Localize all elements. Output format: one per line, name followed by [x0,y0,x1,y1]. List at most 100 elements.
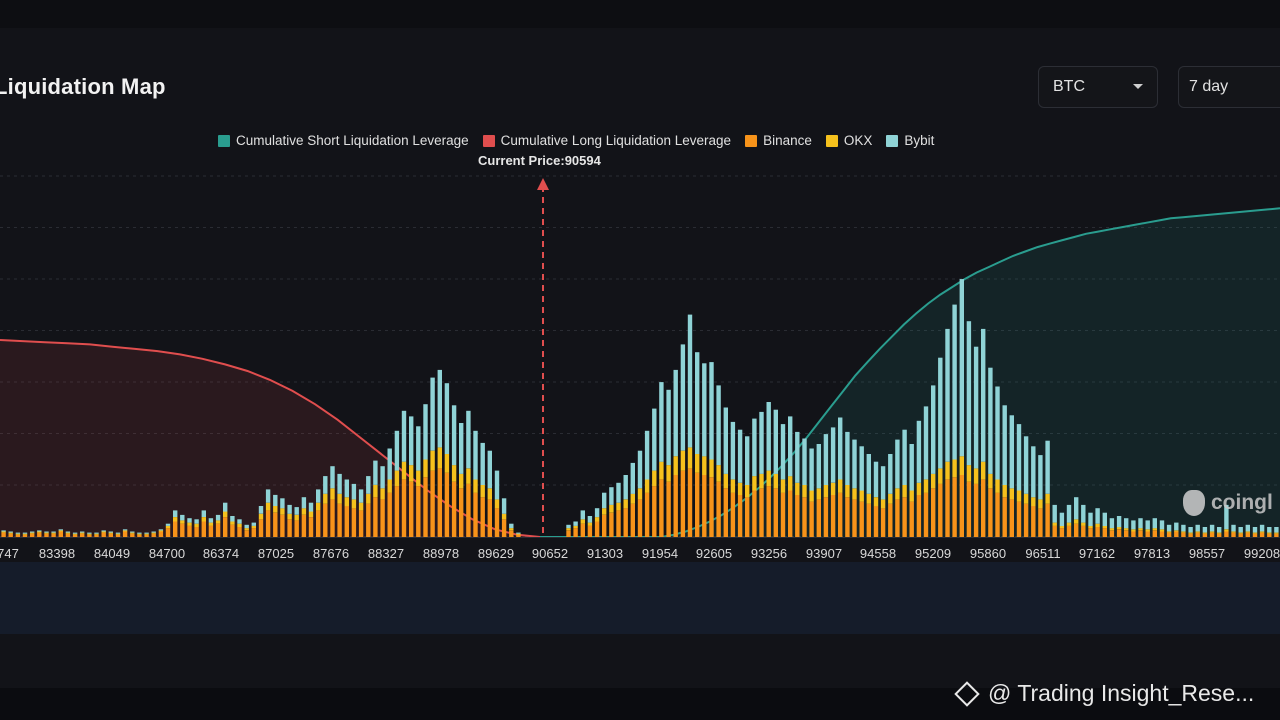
bar-bybit [823,434,829,485]
bar-bybit [215,514,221,521]
x-tick-label: 84049 [94,546,130,561]
bar-bybit [1131,520,1136,530]
bar-okx [1159,529,1165,532]
bar-bybit [1145,520,1150,530]
bar-bybit [1102,512,1107,526]
bar-okx [1152,528,1157,531]
bar-binance [737,494,743,537]
bar-bybit [902,429,907,485]
bar-binance [466,483,471,537]
chevron-down-icon [1133,84,1143,89]
bar-bybit [80,531,85,533]
bar-bybit [809,448,814,491]
bar-binance [931,488,936,537]
bar-binance [580,523,585,537]
bar-okx [1052,522,1057,526]
bar-binance [1052,525,1057,537]
bar-binance [1059,528,1065,537]
legend-item-short[interactable]: Cumulative Short Liquidation Leverage [218,133,469,148]
bar-binance [101,532,106,537]
bar-bybit [673,369,678,457]
bar-okx [80,532,85,534]
bar-bybit [194,519,199,524]
bar-bybit [594,508,600,518]
bar-okx [716,465,721,482]
bar-okx [873,497,879,507]
x-tick-label: 95209 [915,546,951,561]
bar-okx [437,447,442,469]
bar-binance [480,497,485,537]
bar-bybit [1267,527,1272,533]
bar-okx [130,532,135,534]
bar-bybit [587,516,593,523]
bar-okx [151,532,156,534]
bar-okx [215,520,221,524]
bar-bybit [1095,508,1100,524]
bar-okx [30,532,35,534]
bar-binance [1267,533,1272,537]
bar-okx [1224,529,1229,532]
bar-okx [916,482,922,495]
bar-bybit [273,494,278,506]
bar-okx [652,470,657,487]
legend-item-binance[interactable]: Binance [745,133,812,148]
bar-bybit [387,448,392,480]
bar-binance [344,506,349,537]
bar-bybit [301,497,307,509]
bar-binance [859,501,864,537]
bar-binance [15,534,21,537]
bar-bybit [1074,497,1079,520]
bar-okx [1245,531,1250,533]
bar-okx [430,450,435,471]
bar-okx [459,473,464,489]
bar-okx [1045,493,1050,504]
legend-swatch-okx [825,134,838,147]
legend-item-long[interactable]: Cumulative Long Liquidation Leverage [482,133,731,148]
bar-okx [351,499,357,509]
bar-binance [1274,533,1279,537]
diamond-logo-icon [954,680,980,707]
bar-okx [687,447,693,469]
bar-bybit [730,421,736,480]
x-tick-label: 87025 [258,546,294,561]
bar-binance [516,534,521,537]
bar-binance [1081,525,1086,537]
bar-binance [1131,531,1136,537]
bar-binance [938,483,943,537]
bar-okx [587,522,593,526]
bar-okx [673,456,678,475]
bar-okx [1231,531,1236,533]
bar-okx [237,523,242,527]
bar-okx [387,479,392,493]
bar-binance [1145,531,1150,537]
bar-okx [923,479,929,493]
bar-okx [115,533,121,535]
bar-binance [1016,501,1022,537]
bar-binance [1231,532,1236,537]
bar-bybit [873,461,879,498]
x-tick-label: 87676 [313,546,349,561]
bar-binance [916,494,922,537]
bar-bybit [859,446,864,491]
x-tick-label: 89629 [478,546,514,561]
range-select[interactable]: 7 day [1178,66,1280,108]
legend-item-bybit[interactable]: Bybit [886,133,934,148]
bar-binance [509,530,514,537]
bar-binance [351,508,357,537]
bar-okx [566,528,571,531]
bar-binance [981,479,986,537]
bar-bybit [981,328,986,462]
bar-bybit [280,498,285,509]
bar-bybit [251,522,256,526]
bar-bybit [916,420,922,483]
bar-bybit [1,530,6,532]
bar-bybit [716,385,721,466]
bar-binance [265,510,271,537]
chart-legend: Cumulative Short Liquidation Leverage Cu… [218,133,934,148]
bar-binance [208,525,214,537]
coin-select[interactable]: BTC [1038,66,1158,108]
bar-bybit [165,523,171,526]
bar-okx [409,465,414,482]
legend-item-okx[interactable]: OKX [825,133,872,148]
